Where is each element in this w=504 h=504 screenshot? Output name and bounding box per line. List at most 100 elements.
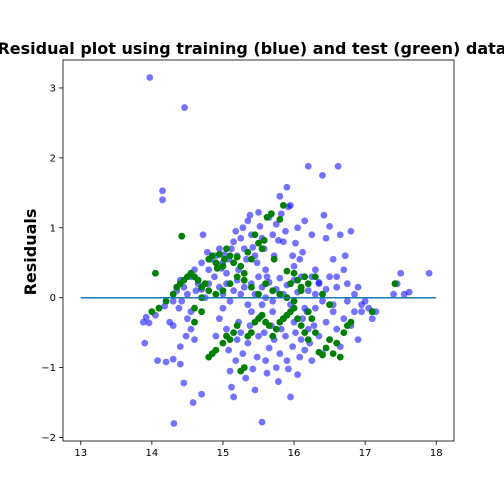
data-point bbox=[269, 287, 277, 295]
data-point bbox=[269, 231, 277, 239]
data-point bbox=[343, 297, 351, 305]
data-point bbox=[191, 304, 198, 312]
data-point bbox=[247, 283, 255, 291]
data-point bbox=[178, 297, 186, 305]
data-point bbox=[219, 287, 227, 295]
data-point bbox=[308, 315, 316, 323]
data-point bbox=[276, 350, 284, 358]
data-point bbox=[322, 344, 330, 352]
data-point bbox=[255, 273, 262, 281]
data-point bbox=[322, 318, 330, 326]
data-point bbox=[308, 357, 316, 365]
data-point bbox=[260, 236, 268, 244]
data-point bbox=[425, 269, 433, 277]
data-point bbox=[212, 346, 220, 354]
data-point bbox=[340, 315, 348, 323]
data-point bbox=[311, 290, 319, 298]
data-point bbox=[244, 248, 252, 256]
data-point bbox=[341, 252, 349, 260]
data-point bbox=[187, 325, 195, 333]
data-point bbox=[304, 162, 312, 170]
data-point bbox=[242, 374, 250, 382]
data-point bbox=[169, 297, 177, 305]
data-point bbox=[294, 315, 301, 323]
data-point bbox=[287, 280, 294, 288]
data-point bbox=[351, 308, 358, 316]
data-point bbox=[246, 211, 254, 219]
data-point bbox=[228, 245, 235, 253]
data-point bbox=[192, 287, 200, 295]
data-point bbox=[276, 274, 284, 282]
data-point bbox=[290, 297, 298, 305]
data-point bbox=[310, 322, 318, 330]
series-0 bbox=[139, 74, 433, 427]
data-point bbox=[251, 386, 259, 394]
data-point bbox=[289, 343, 297, 351]
data-point bbox=[290, 269, 298, 277]
data-point bbox=[249, 365, 257, 373]
data-point bbox=[230, 287, 238, 295]
data-point bbox=[289, 252, 297, 260]
data-point bbox=[216, 245, 223, 253]
data-point bbox=[276, 215, 284, 223]
data-point bbox=[211, 273, 218, 281]
data-point bbox=[347, 227, 355, 235]
data-point bbox=[283, 357, 291, 365]
data-point bbox=[284, 365, 292, 373]
data-point bbox=[169, 290, 177, 298]
data-point bbox=[326, 273, 333, 281]
y-axis-label: Residuals bbox=[21, 209, 40, 296]
data-point bbox=[263, 273, 271, 281]
data-point bbox=[220, 250, 228, 258]
data-point bbox=[189, 399, 197, 406]
data-point bbox=[141, 339, 149, 347]
data-point bbox=[243, 255, 250, 263]
data-point bbox=[201, 280, 209, 288]
data-point bbox=[223, 269, 230, 277]
data-point bbox=[276, 192, 284, 200]
data-point bbox=[297, 287, 305, 295]
data-point bbox=[169, 355, 177, 363]
data-point bbox=[232, 227, 240, 235]
x-axis: 13 14 15 16 17 18 bbox=[74, 441, 443, 459]
data-point bbox=[152, 269, 159, 277]
data-point bbox=[212, 332, 220, 340]
data-point bbox=[334, 162, 342, 170]
data-point bbox=[249, 243, 257, 251]
data-point bbox=[148, 308, 156, 316]
data-point bbox=[319, 171, 326, 179]
data-point bbox=[354, 283, 362, 291]
data-point bbox=[255, 209, 262, 216]
data-point bbox=[343, 280, 351, 288]
data-point bbox=[297, 322, 305, 330]
data-point bbox=[333, 325, 341, 333]
data-point bbox=[294, 276, 301, 284]
series-1 bbox=[148, 202, 399, 375]
data-point bbox=[279, 238, 287, 246]
data-point bbox=[237, 262, 245, 270]
x-tick-label: 18 bbox=[430, 448, 443, 459]
data-point bbox=[358, 308, 365, 316]
data-point bbox=[336, 353, 344, 361]
data-point bbox=[322, 285, 330, 293]
data-point bbox=[329, 308, 337, 316]
data-point bbox=[265, 344, 273, 352]
data-point bbox=[154, 357, 161, 365]
data-point bbox=[270, 255, 278, 263]
data-point bbox=[213, 264, 221, 272]
data-point bbox=[311, 329, 319, 337]
data-point bbox=[354, 336, 362, 344]
data-point bbox=[175, 304, 183, 312]
y-tick-label: 1 bbox=[50, 223, 56, 234]
data-point bbox=[205, 287, 213, 295]
data-point bbox=[205, 266, 213, 274]
data-point bbox=[230, 393, 238, 401]
data-point bbox=[299, 315, 306, 323]
data-point bbox=[212, 259, 220, 267]
data-point bbox=[333, 339, 341, 347]
data-point bbox=[258, 418, 266, 426]
data-point bbox=[315, 278, 323, 286]
data-point bbox=[326, 336, 333, 344]
data-point bbox=[233, 253, 241, 261]
data-point bbox=[251, 231, 259, 239]
